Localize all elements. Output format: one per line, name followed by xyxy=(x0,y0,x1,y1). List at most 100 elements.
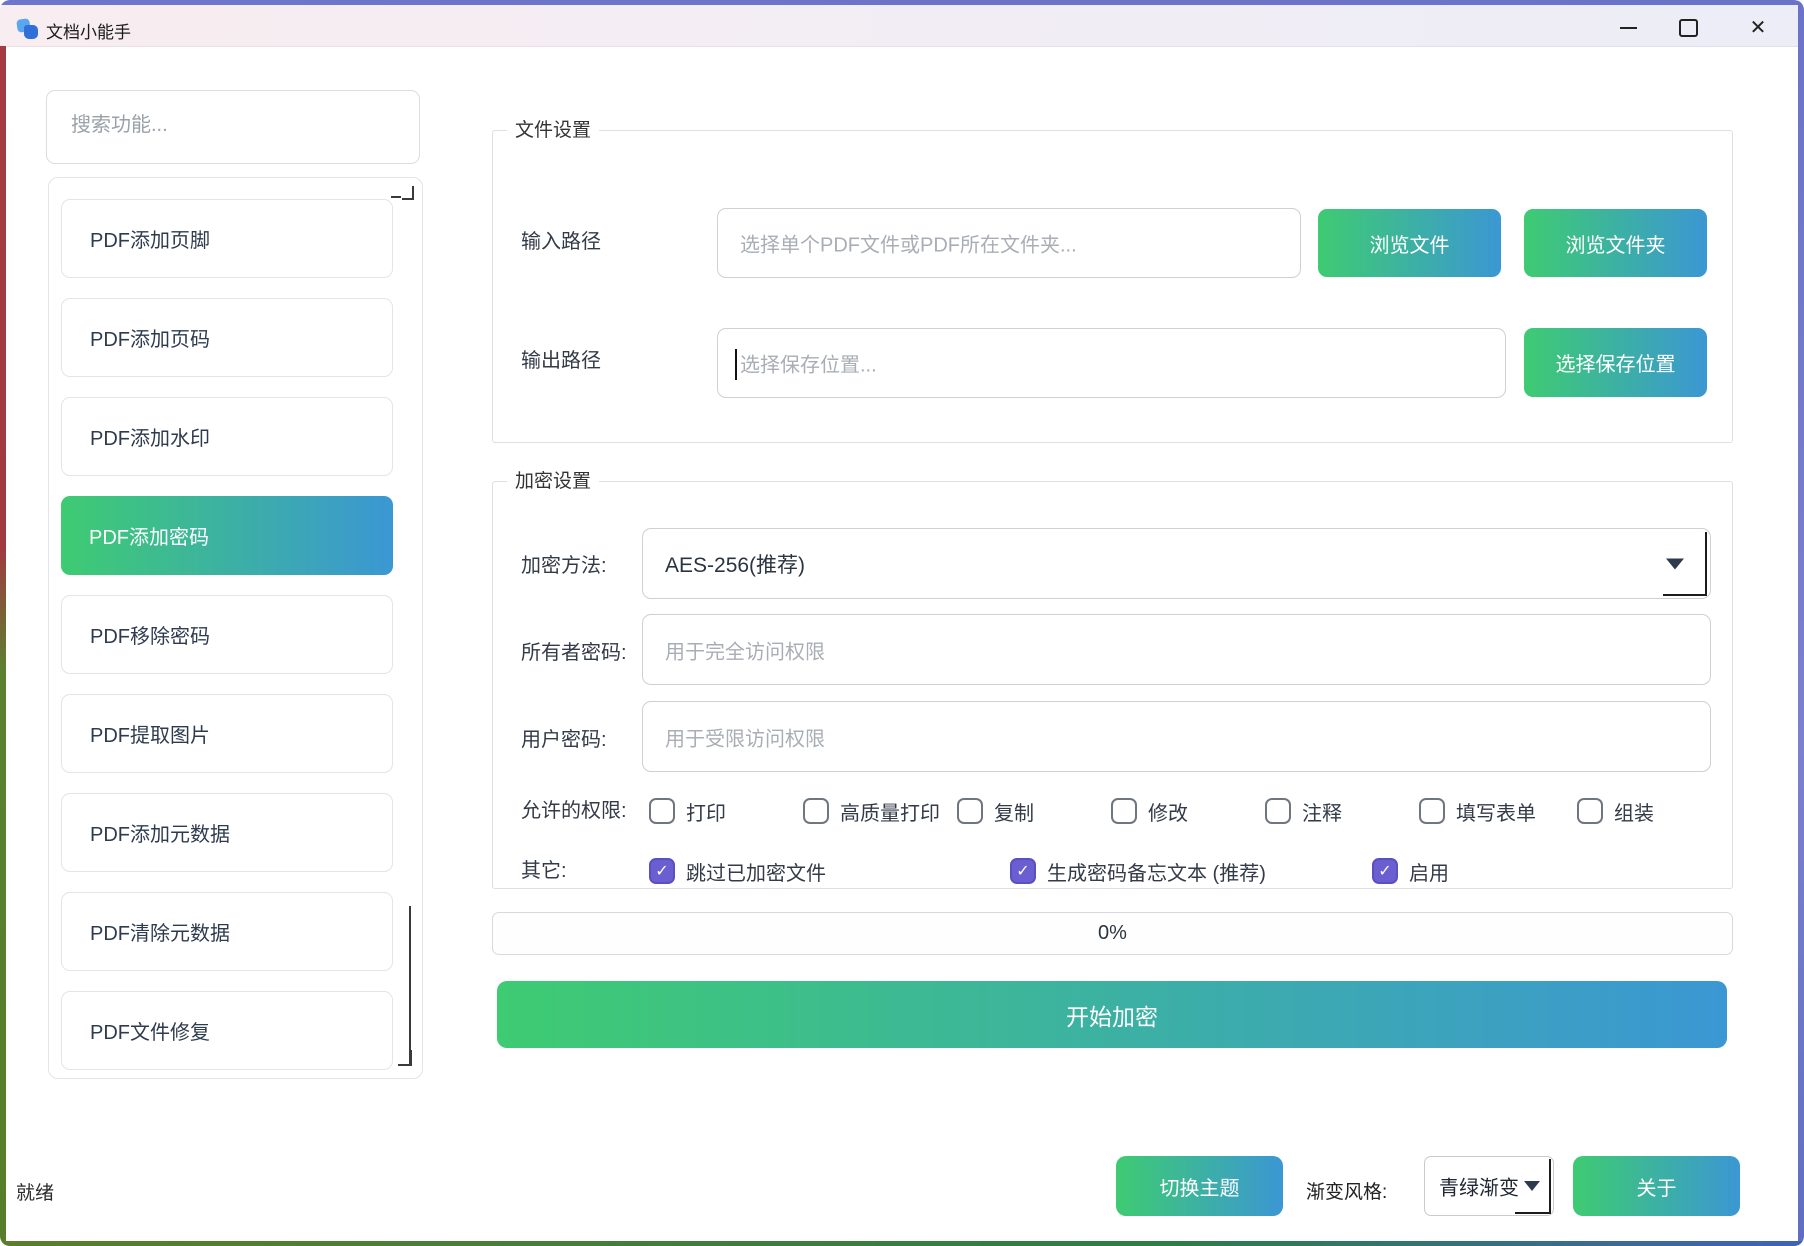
search-box xyxy=(46,90,420,164)
other-label: 其它: xyxy=(521,860,567,882)
sidebar-item-add-watermark[interactable]: PDF添加水印 xyxy=(61,397,393,476)
search-input[interactable] xyxy=(69,113,403,138)
sidebar-item-remove-password[interactable]: PDF移除密码 xyxy=(61,595,393,674)
other-option-label: 生成密码备忘文本 (推荐) xyxy=(1047,862,1266,885)
gradient-style-value: 青绿渐变 xyxy=(1439,1177,1519,1200)
sidebar-item-clear-metadata[interactable]: PDF清除元数据 xyxy=(61,892,393,971)
title-bar: 文档小能手 ✕ xyxy=(0,5,1804,47)
user-password-label: 用户密码: xyxy=(521,729,607,751)
permissions-label: 允许的权限: xyxy=(521,800,627,822)
permission-checkbox-assemble[interactable]: 组装 xyxy=(1577,796,1654,826)
scrollbar-bottom-corner xyxy=(398,1064,412,1066)
other-checkbox-enable[interactable]: ✓ 启用 xyxy=(1372,856,1449,886)
checked-checkbox-icon: ✓ xyxy=(649,858,675,884)
scrollbar-handle[interactable] xyxy=(409,906,411,1066)
sidebar-item-add-page-number[interactable]: PDF添加页码 xyxy=(61,298,393,377)
browse-file-button[interactable]: 浏览文件 xyxy=(1318,209,1501,277)
permission-option-label: 组装 xyxy=(1614,802,1654,825)
permission-option-label: 填写表单 xyxy=(1456,802,1536,825)
window-frame-top xyxy=(0,0,1804,5)
user-password-placeholder: 用于受限访问权限 xyxy=(665,728,825,750)
scrollbar-bottom-corner xyxy=(410,1050,412,1066)
choose-location-button[interactable]: 选择保存位置 xyxy=(1524,328,1707,397)
permission-checkbox-annotate[interactable]: 注释 xyxy=(1265,796,1342,826)
combo-edge-mark xyxy=(1663,594,1707,596)
scrollbar-top-mark xyxy=(391,196,401,198)
encrypt-method-label: 加密方法: xyxy=(521,555,607,577)
scrollbar-top-corner xyxy=(412,186,414,200)
input-path-field[interactable]: 选择单个PDF文件或PDF所在文件夹... xyxy=(717,208,1301,278)
about-button[interactable]: 关于 xyxy=(1573,1156,1740,1216)
unchecked-checkbox-icon xyxy=(957,798,983,824)
permission-option-label: 复制 xyxy=(994,802,1034,825)
sidebar-item-add-password[interactable]: PDF添加密码 xyxy=(61,496,393,575)
group-title: 文件设置 xyxy=(507,117,600,144)
owner-password-field[interactable]: 用于完全访问权限 xyxy=(642,614,1711,685)
file-settings-group: 文件设置 输入路径 选择单个PDF文件或PDF所在文件夹... 浏览文件 浏览文… xyxy=(492,117,1733,443)
unchecked-checkbox-icon xyxy=(803,798,829,824)
minimize-button[interactable] xyxy=(1606,13,1650,43)
permission-checkbox-modify[interactable]: 修改 xyxy=(1111,796,1188,826)
sidebar-item-repair-file[interactable]: PDF文件修复 xyxy=(61,991,393,1070)
combo-edge-mark xyxy=(1705,532,1707,595)
other-checkbox-generate-password-memo[interactable]: ✓ 生成密码备忘文本 (推荐) xyxy=(1010,856,1266,886)
gradient-style-select[interactable]: 青绿渐变 xyxy=(1424,1156,1554,1216)
window-title: 文档小能手 xyxy=(46,23,131,42)
permission-checkbox-print[interactable]: 打印 xyxy=(649,796,726,826)
chevron-down-icon xyxy=(1666,558,1684,569)
close-button[interactable]: ✕ xyxy=(1736,13,1780,43)
start-encrypt-button[interactable]: 开始加密 xyxy=(497,981,1727,1048)
encrypt-settings-group: 加密设置 加密方法: AES-256(推荐) 所有者密码: 用于完全访问权限 用… xyxy=(492,468,1733,889)
permission-option-label: 高质量打印 xyxy=(840,802,940,825)
combo-edge-mark xyxy=(1515,1212,1551,1214)
close-icon: ✕ xyxy=(1749,17,1767,39)
minimize-icon xyxy=(1619,27,1637,29)
unchecked-checkbox-icon xyxy=(1265,798,1291,824)
output-path-placeholder: 选择保存位置... xyxy=(740,354,877,377)
permission-checkbox-copy[interactable]: 复制 xyxy=(957,796,1034,826)
maximize-button[interactable] xyxy=(1666,13,1710,43)
unchecked-checkbox-icon xyxy=(1419,798,1445,824)
window-frame-bottom xyxy=(0,1241,1804,1246)
permission-checkbox-fill-forms[interactable]: 填写表单 xyxy=(1419,796,1536,826)
progress-value: 0% xyxy=(1098,922,1127,944)
text-caret xyxy=(735,349,737,380)
other-checkbox-skip-encrypted[interactable]: ✓ 跳过已加密文件 xyxy=(649,856,826,886)
window-frame-left xyxy=(0,46,6,1246)
switch-theme-button[interactable]: 切换主题 xyxy=(1116,1156,1283,1216)
encrypt-method-value: AES-256(推荐) xyxy=(665,553,806,577)
user-password-field[interactable]: 用于受限访问权限 xyxy=(642,701,1711,772)
checked-checkbox-icon: ✓ xyxy=(1372,858,1398,884)
status-text: 就绪 xyxy=(16,1183,55,1204)
browse-folder-button[interactable]: 浏览文件夹 xyxy=(1524,209,1707,277)
permission-option-label: 修改 xyxy=(1148,802,1188,825)
owner-password-label: 所有者密码: xyxy=(521,642,627,664)
scrollbar-top-corner xyxy=(402,198,414,200)
combo-edge-mark xyxy=(1549,1159,1551,1213)
permission-option-label: 注释 xyxy=(1302,802,1342,825)
other-option-label: 跳过已加密文件 xyxy=(686,862,826,885)
function-list: PDF添加页脚 PDF添加页码 PDF添加水印 PDF添加密码 PDF移除密码 PDF提取… xyxy=(48,177,423,1079)
input-path-placeholder: 选择单个PDF文件或PDF所在文件夹... xyxy=(740,234,1077,257)
unchecked-checkbox-icon xyxy=(649,798,675,824)
permission-option-label: 打印 xyxy=(686,802,726,825)
unchecked-checkbox-icon xyxy=(1111,798,1137,824)
unchecked-checkbox-icon xyxy=(1577,798,1603,824)
maximize-icon xyxy=(1678,19,1698,37)
sidebar-item-add-footer[interactable]: PDF添加页脚 xyxy=(61,199,393,278)
sidebar-item-extract-images[interactable]: PDF提取图片 xyxy=(61,694,393,773)
sidebar-item-add-metadata[interactable]: PDF添加元数据 xyxy=(61,793,393,872)
other-option-label: 启用 xyxy=(1409,862,1449,885)
owner-password-placeholder: 用于完全访问权限 xyxy=(665,641,825,663)
progress-bar: 0% xyxy=(492,912,1733,955)
gradient-style-label: 渐变风格: xyxy=(1306,1182,1388,1203)
checked-checkbox-icon: ✓ xyxy=(1010,858,1036,884)
group-title: 加密设置 xyxy=(507,468,600,495)
output-path-label: 输出路径 xyxy=(521,350,601,372)
encrypt-method-select[interactable]: AES-256(推荐) xyxy=(642,528,1711,599)
permission-checkbox-high-quality-print[interactable]: 高质量打印 xyxy=(803,796,940,826)
output-path-field[interactable]: 选择保存位置... xyxy=(717,328,1506,398)
app-logo-icon xyxy=(16,17,40,41)
window-frame-right xyxy=(1798,0,1804,1246)
